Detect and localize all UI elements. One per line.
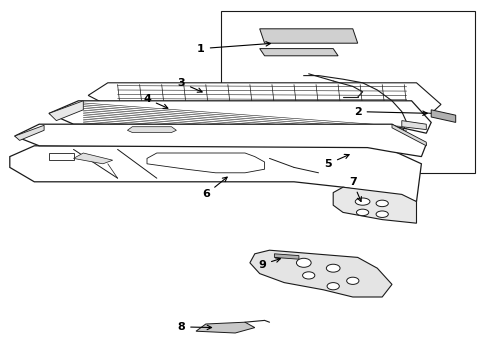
Ellipse shape (303, 272, 315, 279)
Ellipse shape (376, 211, 388, 217)
Polygon shape (274, 254, 299, 259)
Polygon shape (196, 322, 255, 333)
Polygon shape (15, 124, 426, 157)
Polygon shape (250, 250, 392, 297)
Polygon shape (49, 101, 431, 133)
Polygon shape (392, 124, 426, 146)
Polygon shape (74, 153, 113, 164)
Polygon shape (10, 146, 421, 202)
Ellipse shape (376, 200, 388, 207)
Polygon shape (402, 121, 426, 130)
Polygon shape (260, 29, 358, 43)
Text: 8: 8 (177, 322, 212, 332)
Polygon shape (15, 125, 44, 140)
Text: 6: 6 (202, 177, 227, 199)
Ellipse shape (326, 264, 340, 272)
Ellipse shape (327, 283, 339, 290)
Ellipse shape (355, 198, 370, 205)
Polygon shape (431, 110, 456, 122)
Polygon shape (147, 153, 265, 173)
Text: 7: 7 (349, 177, 362, 202)
Text: 9: 9 (258, 258, 280, 270)
Polygon shape (333, 187, 416, 223)
Text: 1: 1 (197, 42, 270, 54)
Polygon shape (127, 127, 176, 132)
Ellipse shape (356, 209, 368, 216)
Text: 3: 3 (177, 78, 202, 92)
Polygon shape (88, 83, 441, 113)
Text: 2: 2 (354, 107, 427, 117)
Text: 4: 4 (143, 94, 168, 108)
Polygon shape (260, 49, 338, 56)
Text: 5: 5 (324, 154, 349, 169)
Polygon shape (49, 153, 74, 160)
Ellipse shape (346, 277, 359, 284)
Polygon shape (49, 101, 83, 121)
Polygon shape (220, 11, 475, 173)
Ellipse shape (296, 258, 311, 267)
